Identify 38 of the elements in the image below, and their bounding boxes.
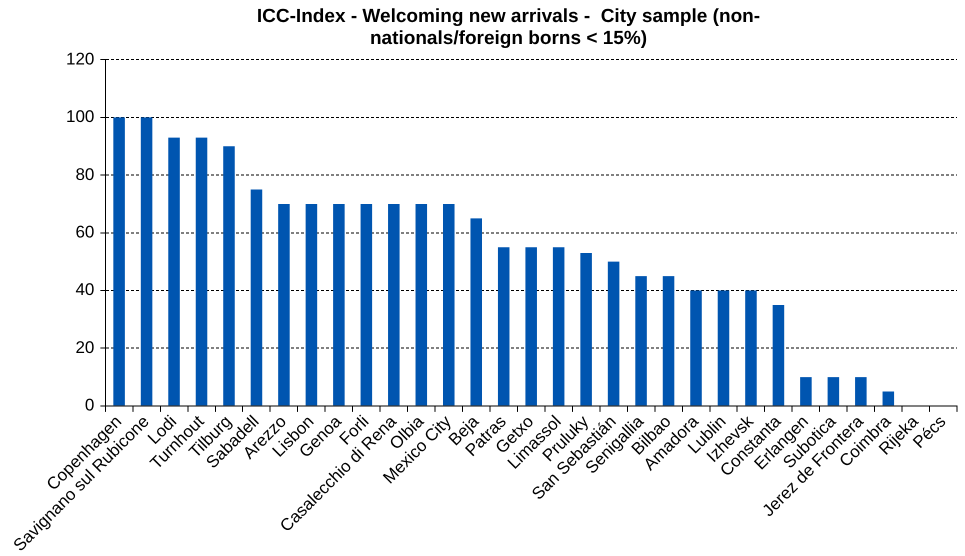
bar [745,290,757,406]
text: ICC-Index - Welcoming new arrivals - City sample (non- [256,6,760,28]
bar [552,247,564,406]
bar [442,204,455,406]
bar [416,204,428,406]
bar [388,204,400,406]
y-tick-label: 0 [84,396,94,415]
bar [333,204,345,406]
y-tick-label: 80 [75,164,94,184]
bar [772,304,784,406]
y-tick-label: 60 [75,222,94,242]
bar [168,138,180,406]
bar [113,117,125,406]
bar [278,204,290,406]
bar [580,253,592,406]
bar [828,377,840,406]
bar [800,377,812,406]
bar [250,190,262,406]
bar [690,290,702,406]
bar [662,276,674,406]
text: nationals/foreign borns < 15%) [370,28,648,50]
y-tick-label: 100 [66,107,94,126]
bar [635,276,647,406]
bar [306,204,318,406]
bar [608,262,620,406]
bar [498,247,510,406]
bar [882,392,894,406]
y-tick-label: 120 [66,49,94,68]
bar [855,377,867,406]
bar [525,247,537,406]
y-tick-label: 40 [75,280,94,300]
bar [470,218,482,406]
bar [360,204,372,406]
bar [196,138,208,406]
bar [223,146,235,406]
y-tick-label: 20 [75,338,94,357]
bar [140,117,152,406]
bar [718,290,730,406]
